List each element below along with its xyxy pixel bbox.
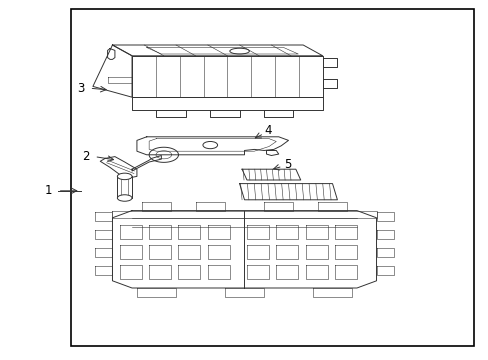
Polygon shape bbox=[264, 202, 293, 211]
Polygon shape bbox=[276, 225, 298, 239]
Polygon shape bbox=[239, 184, 337, 200]
Polygon shape bbox=[178, 225, 200, 239]
Polygon shape bbox=[112, 45, 322, 56]
Text: 5: 5 bbox=[283, 158, 291, 171]
Polygon shape bbox=[305, 245, 327, 259]
Polygon shape bbox=[132, 56, 322, 97]
Polygon shape bbox=[334, 265, 356, 279]
Polygon shape bbox=[224, 288, 264, 297]
Polygon shape bbox=[100, 157, 137, 178]
Polygon shape bbox=[107, 77, 132, 83]
Polygon shape bbox=[207, 265, 229, 279]
Polygon shape bbox=[276, 265, 298, 279]
Bar bbox=[71, 9, 473, 346]
Polygon shape bbox=[120, 245, 142, 259]
Polygon shape bbox=[120, 225, 142, 239]
Text: 3: 3 bbox=[77, 82, 84, 95]
Polygon shape bbox=[334, 225, 356, 239]
Polygon shape bbox=[178, 245, 200, 259]
Polygon shape bbox=[120, 265, 142, 279]
Polygon shape bbox=[207, 225, 229, 239]
Polygon shape bbox=[149, 225, 171, 239]
Polygon shape bbox=[117, 176, 132, 198]
Polygon shape bbox=[132, 97, 322, 110]
Polygon shape bbox=[112, 211, 376, 288]
Polygon shape bbox=[149, 245, 171, 259]
Polygon shape bbox=[312, 288, 351, 297]
Polygon shape bbox=[276, 245, 298, 259]
Polygon shape bbox=[264, 110, 293, 117]
Polygon shape bbox=[93, 45, 132, 97]
Polygon shape bbox=[322, 58, 337, 67]
Polygon shape bbox=[246, 265, 268, 279]
Polygon shape bbox=[142, 202, 171, 211]
Polygon shape bbox=[149, 265, 171, 279]
Polygon shape bbox=[107, 49, 115, 59]
Polygon shape bbox=[112, 211, 376, 218]
Ellipse shape bbox=[117, 195, 132, 201]
Text: 1: 1 bbox=[45, 184, 53, 197]
Polygon shape bbox=[246, 225, 268, 239]
Polygon shape bbox=[137, 288, 176, 297]
Polygon shape bbox=[178, 265, 200, 279]
Polygon shape bbox=[95, 248, 112, 257]
Polygon shape bbox=[137, 137, 288, 155]
Polygon shape bbox=[376, 230, 393, 239]
Polygon shape bbox=[305, 265, 327, 279]
Polygon shape bbox=[95, 230, 112, 239]
Ellipse shape bbox=[117, 173, 132, 180]
Polygon shape bbox=[149, 139, 276, 151]
Polygon shape bbox=[322, 79, 337, 88]
Polygon shape bbox=[210, 110, 239, 117]
Polygon shape bbox=[95, 212, 112, 221]
Text: 4: 4 bbox=[264, 124, 271, 137]
Polygon shape bbox=[156, 110, 185, 117]
Polygon shape bbox=[132, 156, 161, 171]
Polygon shape bbox=[195, 202, 224, 211]
Polygon shape bbox=[376, 266, 393, 275]
Polygon shape bbox=[146, 48, 298, 54]
Polygon shape bbox=[334, 245, 356, 259]
Polygon shape bbox=[317, 202, 346, 211]
Polygon shape bbox=[95, 266, 112, 275]
Polygon shape bbox=[376, 248, 393, 257]
Polygon shape bbox=[242, 169, 300, 180]
Polygon shape bbox=[266, 150, 278, 156]
Polygon shape bbox=[246, 245, 268, 259]
Polygon shape bbox=[376, 212, 393, 221]
Text: 2: 2 bbox=[81, 150, 89, 163]
Polygon shape bbox=[207, 245, 229, 259]
Polygon shape bbox=[305, 225, 327, 239]
